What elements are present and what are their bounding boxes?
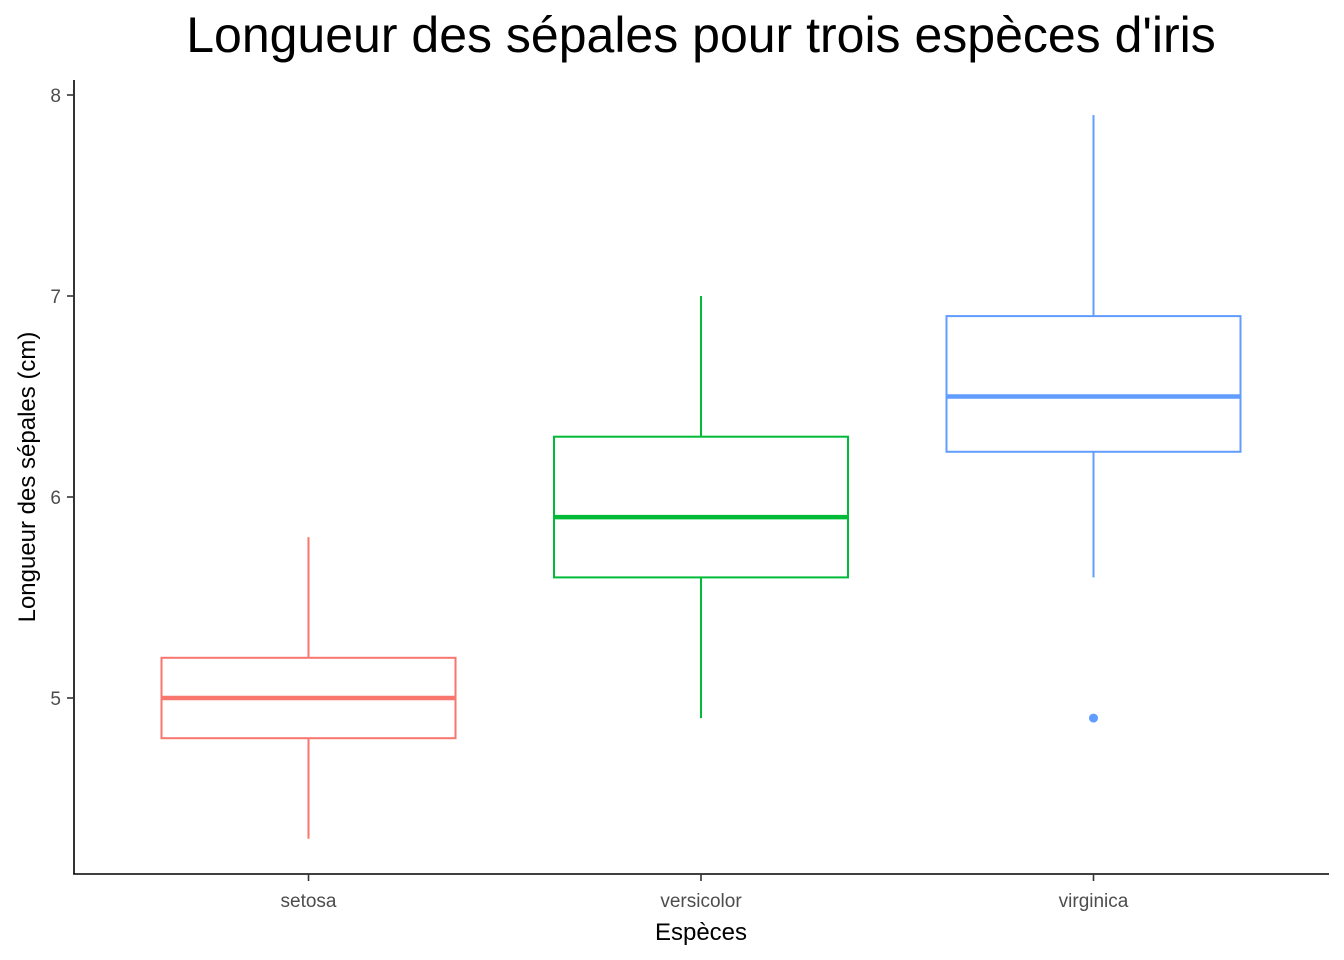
boxplot-virginica (945, 115, 1242, 723)
x-axis-title: Espèces (655, 919, 747, 946)
x-tick-label-virginica: virginica (1059, 891, 1129, 912)
x-tick-label-setosa: setosa (281, 891, 337, 912)
y-tick-label-7: 7 (50, 287, 61, 308)
y-axis: 5 6 7 8 (50, 86, 74, 710)
box-virginica (945, 315, 1242, 453)
y-tick-label-6: 6 (50, 488, 61, 509)
y-axis-title: Longueur des sépales (cm) (14, 332, 41, 623)
x-tick-label-versicolor: versicolor (660, 891, 742, 912)
x-axis: setosa versicolor virginica (281, 874, 1129, 912)
chart-title: Longueur des sépales pour trois espèces … (186, 7, 1216, 63)
box-versicolor (553, 435, 849, 579)
outlier-point-virginica-0 (1089, 713, 1098, 723)
y-tick-label-8: 8 (50, 86, 61, 107)
plot-area (160, 115, 1242, 839)
y-tick-label-5: 5 (50, 689, 61, 710)
boxplot-setosa (160, 537, 457, 839)
boxplot-versicolor (553, 296, 849, 719)
